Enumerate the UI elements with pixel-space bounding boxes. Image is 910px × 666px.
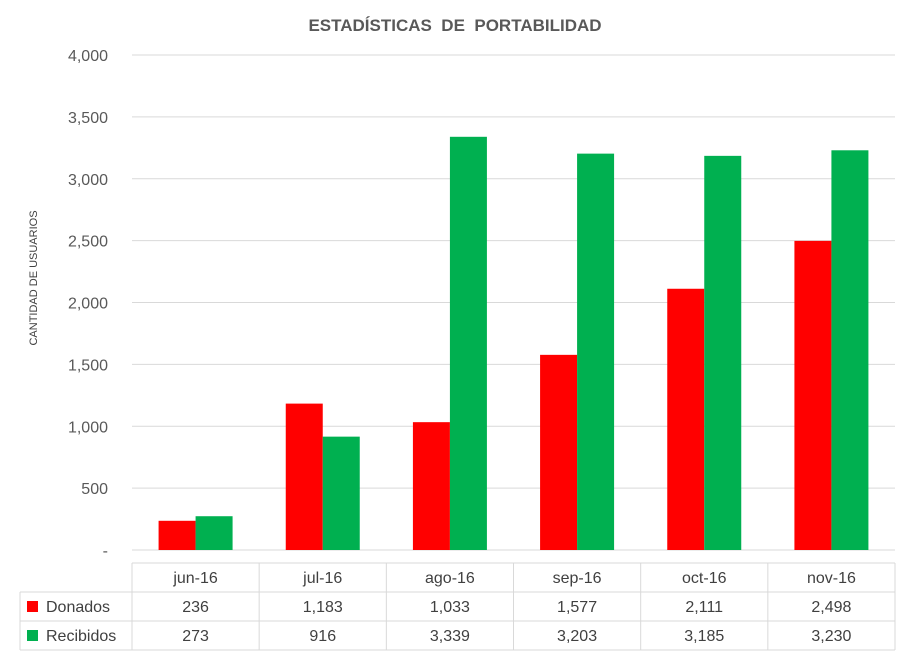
table-value-donados: 2,111 — [685, 599, 723, 616]
category-label: ago-16 — [425, 570, 475, 587]
y-tick-label: 1,500 — [68, 357, 108, 374]
y-tick-label: 3,000 — [68, 172, 108, 189]
bar-recibidos-jun-16 — [195, 516, 233, 550]
y-tick-label: 2,000 — [68, 296, 108, 313]
bar-donados-jul-16 — [285, 403, 323, 550]
bars — [158, 136, 869, 550]
bar-donados-jun-16 — [158, 520, 196, 550]
chart-title: ESTADÍSTICAS DE PORTABILIDAD — [308, 16, 601, 35]
legend-swatch-recibidos — [27, 630, 38, 641]
y-tick-label: 3,500 — [68, 110, 108, 127]
table-value-recibidos: 3,185 — [684, 628, 724, 645]
table-value-donados: 1,183 — [303, 599, 343, 616]
table-value-recibidos: 916 — [309, 628, 336, 645]
y-tick-label: - — [103, 543, 108, 560]
table-value-recibidos: 273 — [182, 628, 209, 645]
bar-recibidos-sep-16 — [577, 153, 615, 550]
y-tick-label: 4,000 — [68, 48, 108, 65]
bar-donados-nov-16 — [794, 240, 832, 550]
y-axis-ticks: - 500 1,000 1,500 2,000 2,500 3,000 3,500 4,000 — [68, 48, 108, 560]
y-tick-label: 1,000 — [68, 419, 108, 436]
table-value-recibidos: 3,230 — [811, 628, 851, 645]
bar-recibidos-jul-16 — [322, 436, 360, 550]
bar-recibidos-ago-16 — [449, 136, 487, 550]
table-value-donados: 236 — [182, 599, 209, 616]
bar-donados-ago-16 — [412, 422, 450, 550]
legend-label-recibidos: Recibidos — [46, 628, 116, 645]
category-label: nov-16 — [807, 570, 856, 587]
category-label: jul-16 — [302, 570, 342, 587]
table-value-donados: 1,033 — [430, 599, 470, 616]
data-table: jun-16 jul-16 ago-16 sep-16 oct-16 nov-16 Dona… — [19, 562, 896, 651]
table-value-donados: 1,577 — [557, 599, 597, 616]
bar-recibidos-nov-16 — [831, 150, 869, 550]
category-label: oct-16 — [682, 570, 727, 587]
gridlines — [132, 54, 895, 551]
y-tick-label: 500 — [81, 481, 108, 498]
y-tick-label: 2,500 — [68, 234, 108, 251]
category-label: sep-16 — [553, 570, 602, 587]
table-value-recibidos: 3,339 — [430, 628, 470, 645]
table-value-recibidos: 3,203 — [557, 628, 597, 645]
bar-donados-oct-16 — [667, 288, 705, 550]
bar-recibidos-oct-16 — [704, 155, 742, 550]
bar-donados-sep-16 — [540, 354, 578, 550]
y-axis-label: CANTIDAD DE USUARIOS — [28, 210, 40, 345]
table-value-donados: 2,498 — [811, 599, 851, 616]
legend-label-donados: Donados — [46, 599, 110, 616]
legend-swatch-donados — [27, 601, 38, 612]
category-label: jun-16 — [172, 570, 218, 587]
